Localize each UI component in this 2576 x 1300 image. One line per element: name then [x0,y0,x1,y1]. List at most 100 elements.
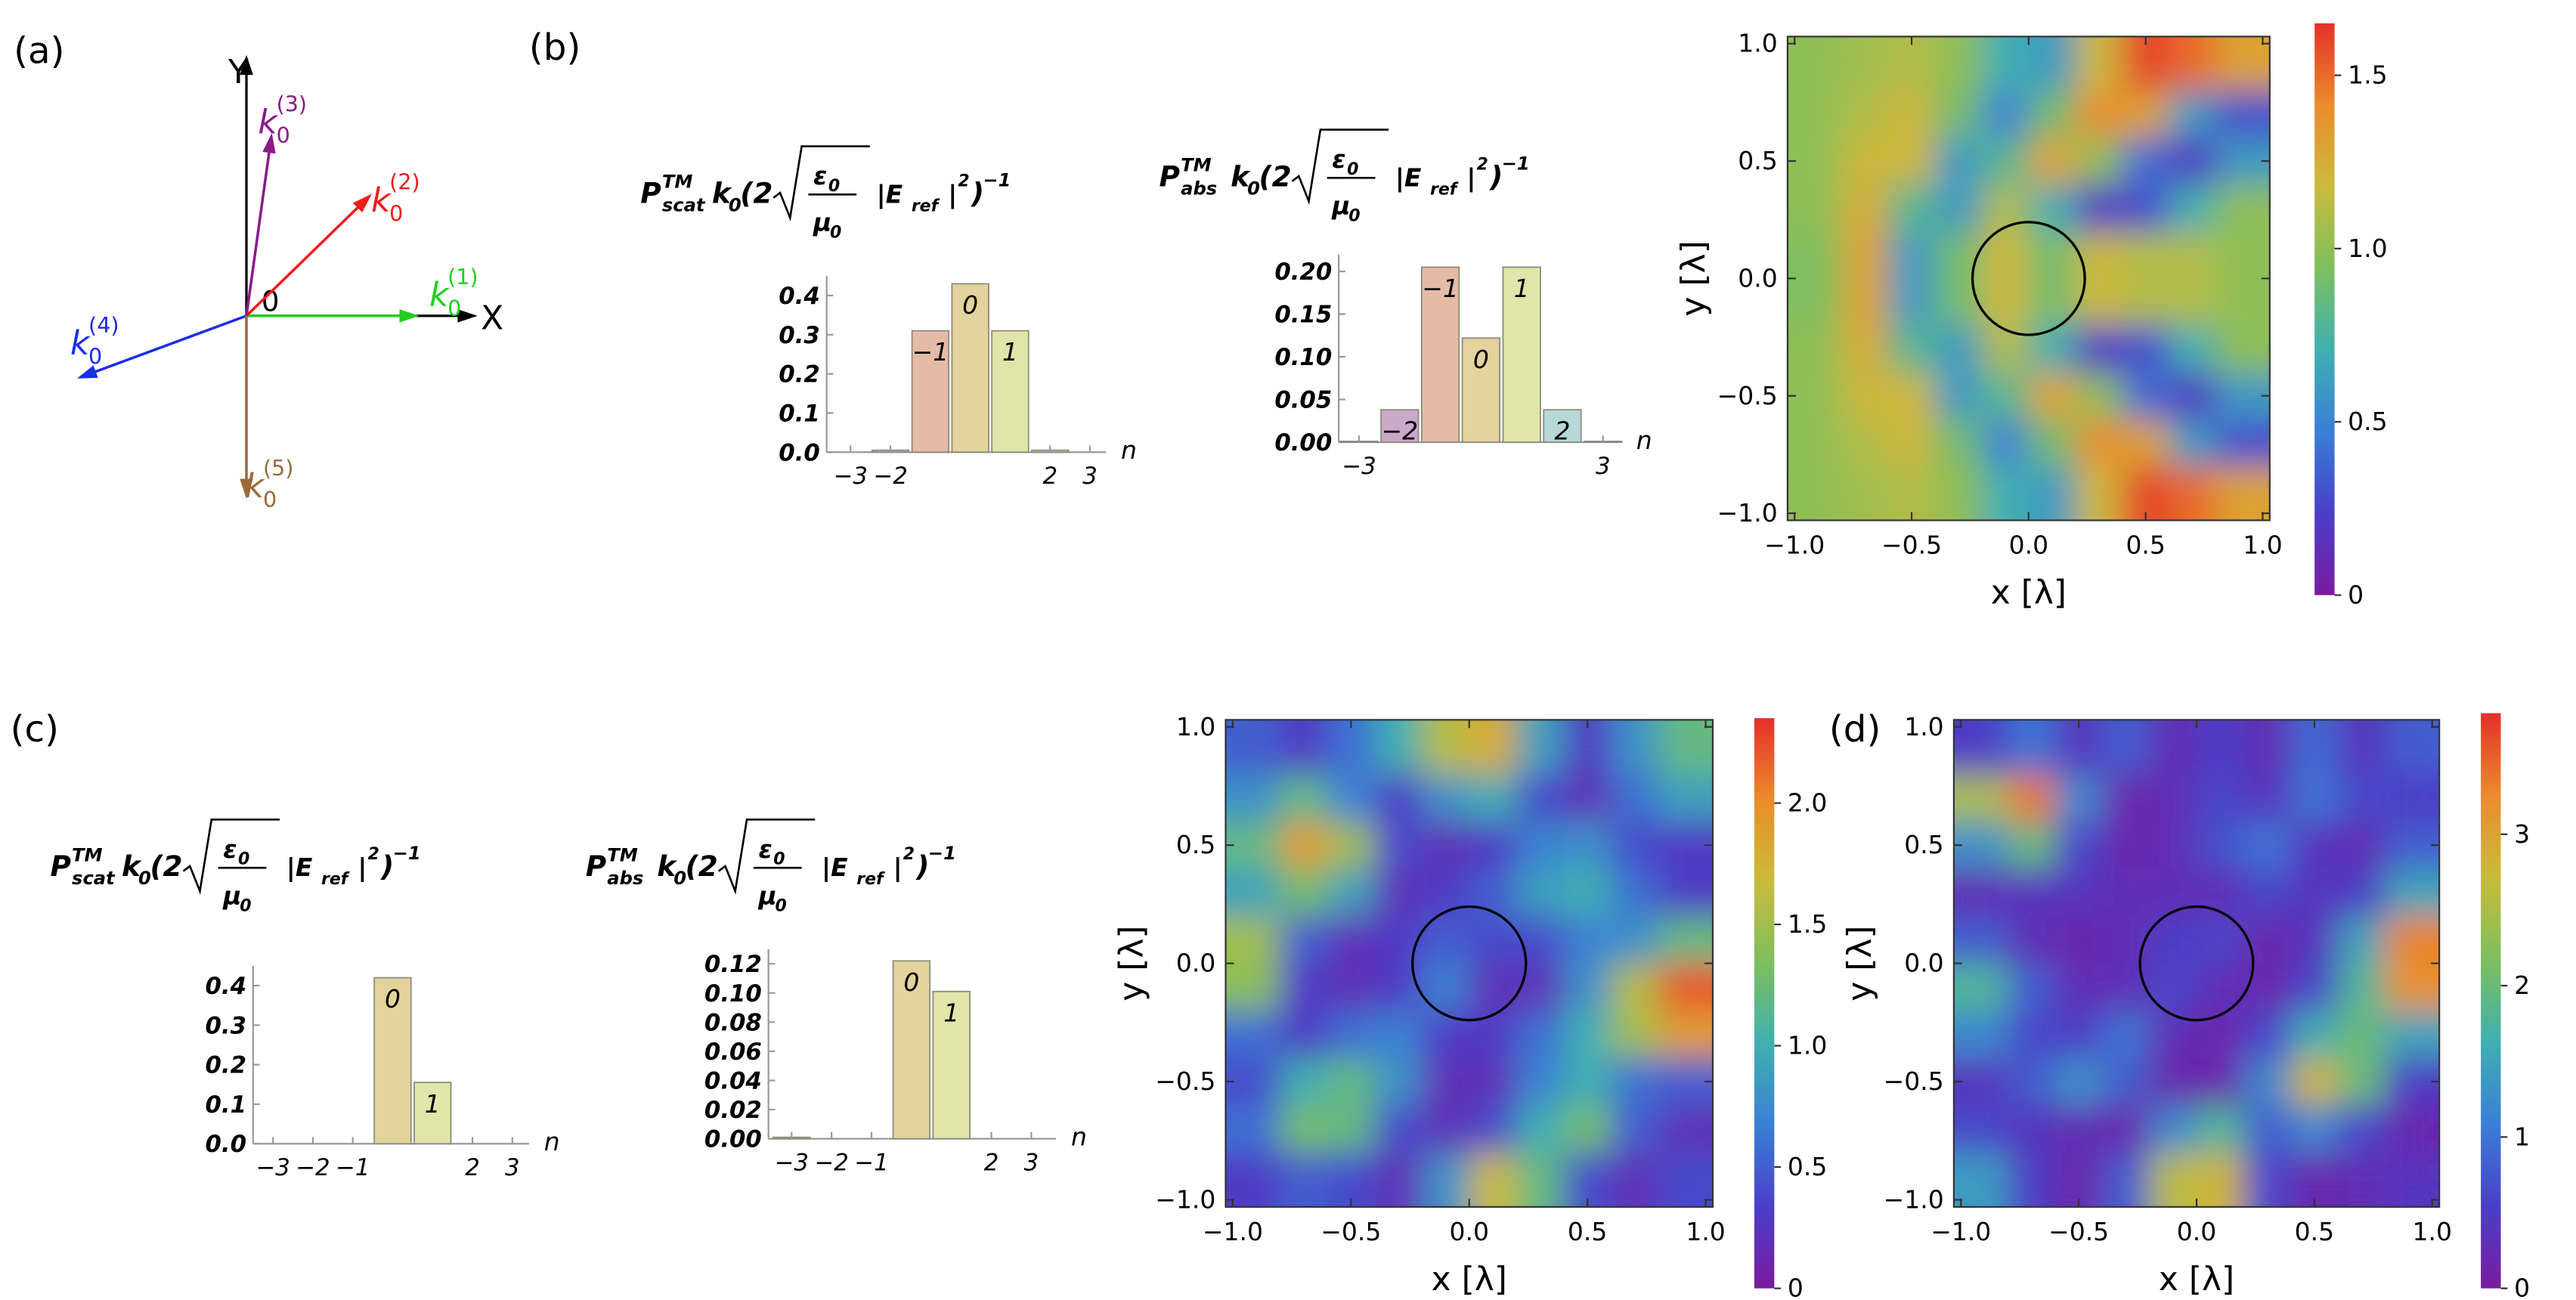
heatmap-cell [2149,1105,2198,1153]
y-tick-label: 0.20 [1274,258,1332,286]
heatmap-cell [1611,726,1660,775]
heatmap-cell [1516,963,1565,1012]
heatmap-cell [2290,774,2339,822]
heatmap-chart: −1.0 −0.5 0.0 0.5 1.0 −1.0 −0.5 0.0 0.5 1.0 x [λ] y… [1841,712,2530,1300]
heatmap-cell [1327,726,1376,775]
heatmap-cell [2290,821,2339,870]
y-tick-label: 0.10 [1274,344,1332,371]
heatmap-cell [1374,1057,1423,1107]
wave-vector [76,314,247,379]
y-tick-label: 0.2 [779,361,820,388]
title-part: P [640,176,661,209]
heatmap-cell [2028,372,2076,420]
colorbar-tick-label: 0 [2348,580,2364,609]
heatmap-cell [2122,43,2170,91]
bar [991,330,1029,453]
title-part: ε [758,834,772,864]
heatmap-cell [2338,821,2386,870]
heatmap-cell [1935,231,1983,280]
heatmap-cell [1327,868,1376,918]
heatmap-cell [2008,1011,2057,1059]
heatmap-cell [2008,868,2057,918]
heatmap-cell [2215,372,2264,420]
heatmap-cell [2243,868,2292,918]
heatmap-cell [1841,184,1890,233]
heatmap-cell [2243,1105,2292,1153]
heatmap-cell [1469,1057,1518,1107]
title-part: −1 [983,169,1011,190]
bar [892,960,931,1140]
heatmap-cell [1658,1152,1707,1201]
x-tick-label: 0.5 [2126,530,2165,559]
title-part: TM [607,844,638,865]
heatmap-cell [1794,137,1843,186]
heatmap-cell [2075,90,2123,139]
heatmap-chart: −1.0 −0.5 0.0 0.5 1.0 −1.0 −0.5 0.0 0.5 1.0 x [λ] y… [1113,712,1828,1300]
x-axis-label: n [1071,1122,1087,1151]
heatmap-cell [2149,821,2198,870]
heatmap-cell [1935,325,1983,373]
title-part: ε [813,161,827,190]
heatmap-cell [1611,1105,1660,1153]
heatmap-cell [1981,43,2030,91]
bar-label: −1 [1422,274,1459,303]
vector-label-sub: 0 [88,344,102,370]
title-part: TM [72,844,103,865]
title-part: scat [72,868,116,889]
heatmap-cell [1563,963,1612,1012]
heatmap-cell [1981,419,2030,468]
y-tick-label: 0.05 [1274,387,1332,414]
heatmap-cell [2385,1057,2433,1107]
heatmap-cell [1374,868,1423,918]
heatmap-cell [2243,916,2292,964]
vector-label-sub: 0 [277,122,290,148]
heatmap-cell [1888,372,1937,420]
heatmap-cell [1516,726,1565,775]
wave-vector [245,193,372,317]
title-part: 0 [1348,207,1360,226]
heatmap-cell [1981,137,2030,186]
y-tick-label: −0.5 [1884,1066,1944,1096]
x-tick-label: 1.0 [1686,1217,1725,1246]
y-tick-label: 0.04 [704,1067,762,1094]
heatmap-cell [1280,868,1329,918]
heatmap-cell [1935,184,1983,233]
heatmap-cell [1327,916,1376,964]
heatmap-cell [2075,419,2123,468]
colorbar-tick-label: 1 [2514,1122,2530,1151]
title-part: 0 [1247,178,1260,199]
heatmap-cell [2122,419,2170,468]
heatmap-cell [2008,821,2057,870]
y-tick-label: 0.4 [779,283,820,310]
y-axis-label: y [λ] [1841,925,1879,1001]
heatmap-cell [2149,868,2198,918]
colorbar [2481,713,2501,1289]
origin-label: 0 [262,284,280,317]
heatmap-cell [1232,1152,1281,1201]
bar [951,283,989,453]
heatmap-cell [1961,916,2009,964]
heatmap-cell [1961,821,2009,870]
heatmap-cell [1981,90,2030,139]
heatmap-cell [2169,278,2217,327]
panel-label: (b) [529,26,581,69]
heatmap-cell [1374,726,1423,775]
heatmap-cell [2197,774,2245,822]
y-tick-label: 0.0 [779,439,820,466]
heatmap-cell [2290,726,2339,775]
heatmap-cell [1961,774,2009,822]
title-part: (2 [1259,159,1292,193]
heatmap-cell [1469,726,1518,775]
bar-label: 1 [943,998,959,1027]
heatmap-cell [1280,726,1329,775]
heatmap-cell [1516,774,1565,822]
y-tick-label: 0.3 [205,1012,246,1039]
x-tick-label: −2 [873,463,907,490]
title-part: |E [877,179,903,209]
bar [1502,266,1541,443]
heatmap-cell [1422,1105,1470,1153]
x-tick-label: −3 [256,1154,290,1181]
heatmap-cell [1794,325,1843,373]
heatmap-cell [1563,726,1612,775]
title-part: |E [822,853,848,882]
